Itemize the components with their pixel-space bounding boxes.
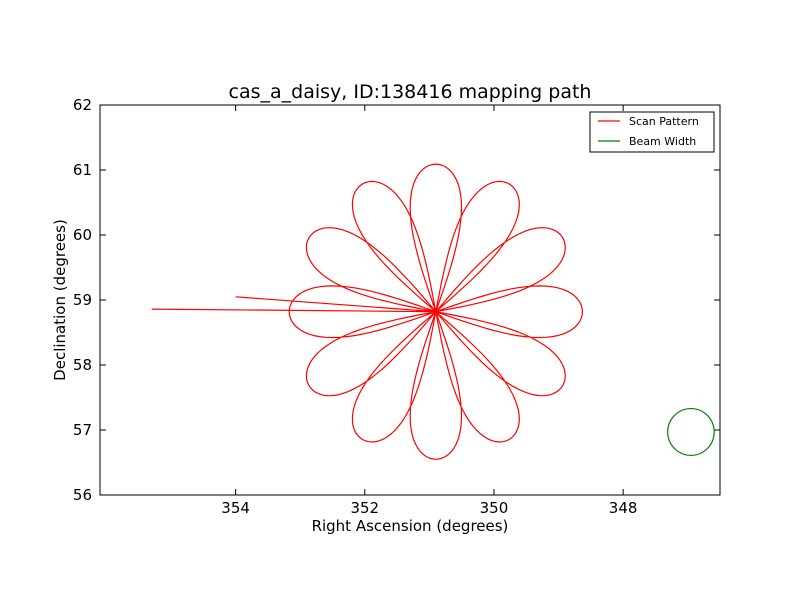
y-tick-label: 59 xyxy=(73,291,92,309)
beam-width-circle xyxy=(667,407,715,456)
x-tick-label: 350 xyxy=(480,499,509,517)
x-axis-label: Right Ascension (degrees) xyxy=(312,517,509,535)
y-tick-label: 62 xyxy=(73,96,92,114)
chart-title: cas_a_daisy, ID:138416 mapping path xyxy=(229,81,592,103)
legend-label-scan-pattern: Scan Pattern xyxy=(629,115,699,128)
legend-label-beam-width: Beam Width xyxy=(629,135,696,148)
legend: Scan Pattern Beam Width xyxy=(589,111,715,153)
x-tick-label: 354 xyxy=(221,499,250,517)
y-tick-label: 57 xyxy=(73,421,92,439)
y-tick-label: 60 xyxy=(73,226,92,244)
y-tick-label: 58 xyxy=(73,356,92,374)
x-tick-label: 348 xyxy=(609,499,638,517)
y-axis-label: Declination (degrees) xyxy=(51,219,69,381)
scan-pattern-line xyxy=(151,163,583,460)
x-axis-ticks: 354 352 350 348 xyxy=(221,105,637,517)
x-tick-label: 352 xyxy=(350,499,379,517)
plot-area xyxy=(100,105,720,495)
y-axis-ticks: 56 57 58 59 60 61 62 xyxy=(73,96,720,504)
plot-frame xyxy=(99,104,721,496)
legend-box xyxy=(589,111,715,153)
y-tick-label: 61 xyxy=(73,161,92,179)
y-tick-label: 56 xyxy=(73,486,92,504)
